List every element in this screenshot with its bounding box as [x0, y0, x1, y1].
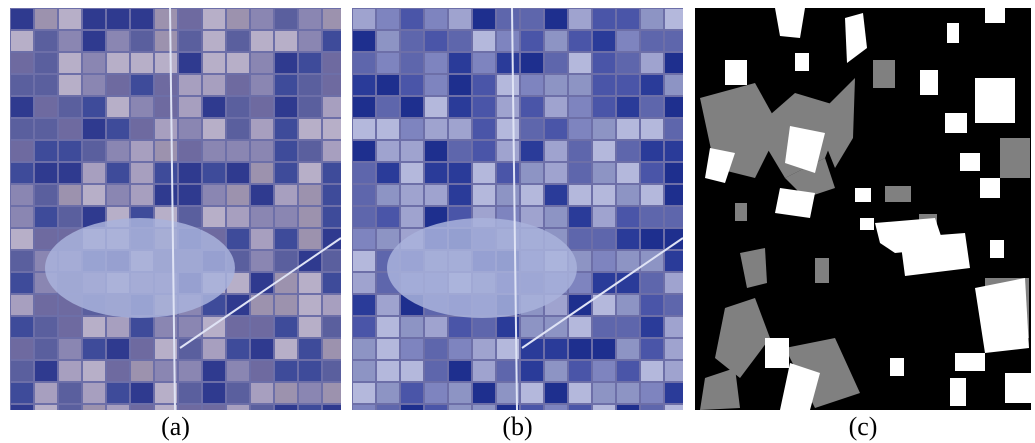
panel-caption: (c): [695, 410, 1031, 443]
panel-caption: (b): [352, 410, 683, 443]
satellite-image-a: [10, 8, 341, 410]
figure: {"panels": [{"label": "(a)"}, {"label": …: [0, 0, 1035, 443]
satellite-image-b: [352, 8, 683, 410]
label-mask-c: [695, 8, 1031, 410]
panel-caption: (a): [10, 410, 341, 443]
